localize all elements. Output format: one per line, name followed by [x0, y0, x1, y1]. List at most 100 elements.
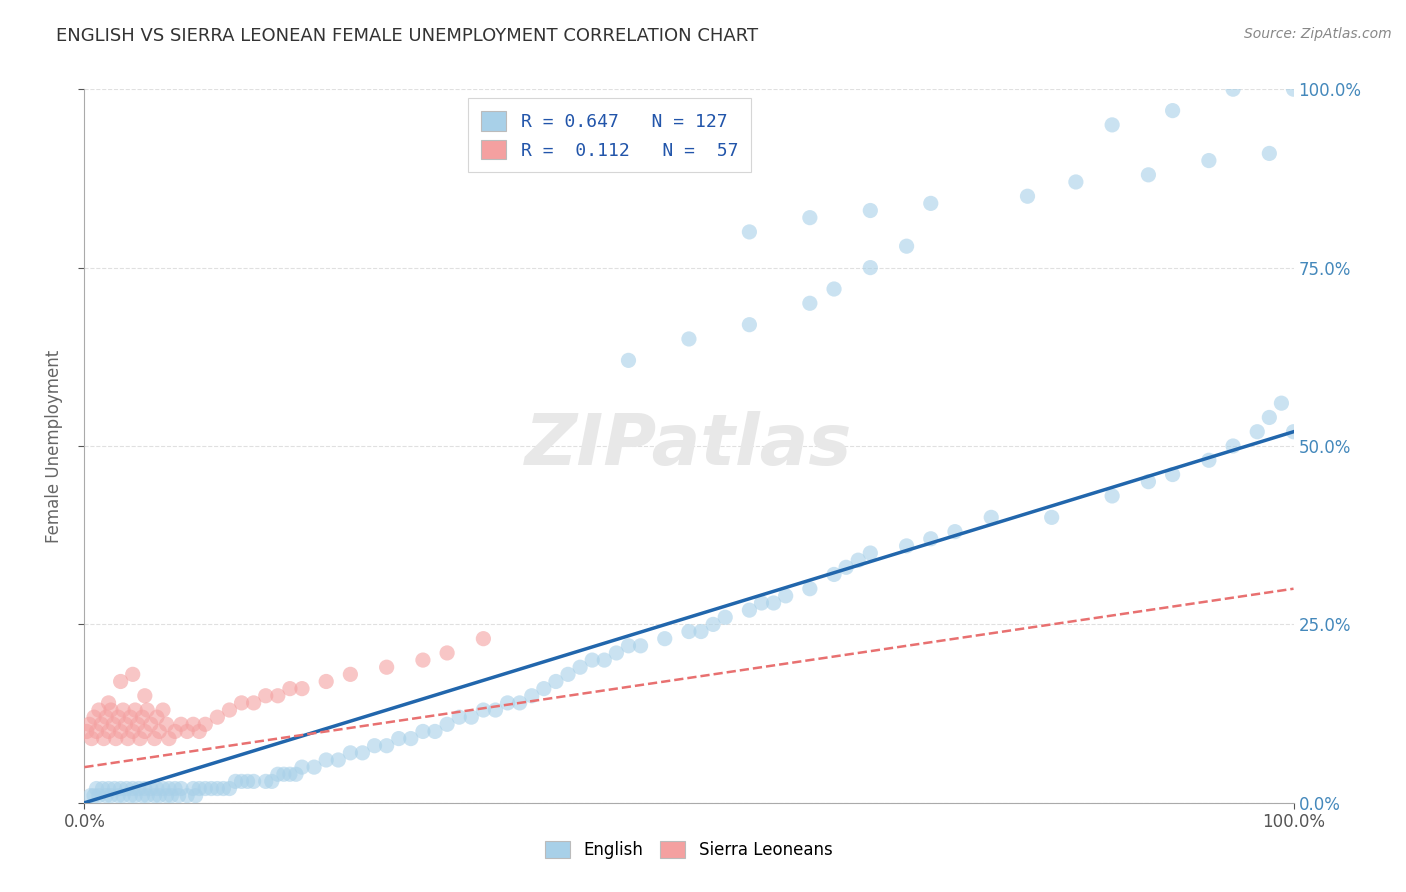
Point — [339, 667, 361, 681]
Point — [799, 582, 821, 596]
Point — [1101, 118, 1123, 132]
Point — [896, 239, 918, 253]
Point — [100, 789, 122, 803]
Point — [678, 332, 700, 346]
Point — [139, 781, 162, 796]
Point — [188, 781, 211, 796]
Point — [799, 296, 821, 310]
Point — [920, 196, 942, 211]
Point — [83, 789, 105, 803]
Legend: English, Sierra Leoneans: English, Sierra Leoneans — [538, 834, 839, 866]
Point — [231, 696, 253, 710]
Point — [170, 781, 193, 796]
Point — [943, 524, 966, 539]
Point — [152, 781, 174, 796]
Point — [231, 774, 253, 789]
Point — [87, 703, 110, 717]
Point — [1040, 510, 1063, 524]
Point — [254, 689, 277, 703]
Point — [94, 789, 117, 803]
Point — [121, 667, 143, 681]
Point — [134, 724, 156, 739]
Point — [134, 781, 156, 796]
Point — [363, 739, 385, 753]
Point — [212, 781, 235, 796]
Point — [799, 211, 821, 225]
Point — [302, 760, 325, 774]
Point — [291, 681, 314, 696]
Point — [352, 746, 374, 760]
Point — [242, 696, 264, 710]
Point — [762, 596, 785, 610]
Point — [104, 731, 127, 746]
Point — [775, 589, 797, 603]
Point — [472, 703, 495, 717]
Point — [225, 774, 247, 789]
Point — [86, 781, 108, 796]
Point — [388, 731, 411, 746]
Point — [155, 717, 177, 731]
Text: ZIPatlas: ZIPatlas — [526, 411, 852, 481]
Point — [97, 781, 120, 796]
Point — [412, 724, 434, 739]
Point — [94, 710, 117, 724]
Point — [315, 674, 337, 689]
Point — [181, 717, 204, 731]
Point — [617, 639, 640, 653]
Point — [107, 710, 129, 724]
Point — [77, 717, 100, 731]
Point — [1064, 175, 1087, 189]
Point — [139, 717, 162, 731]
Point — [80, 731, 103, 746]
Point — [120, 789, 142, 803]
Point — [97, 696, 120, 710]
Point — [1222, 82, 1244, 96]
Point — [980, 510, 1002, 524]
Point — [143, 731, 166, 746]
Point — [460, 710, 482, 724]
Point — [557, 667, 579, 681]
Point — [1137, 168, 1160, 182]
Point — [146, 710, 169, 724]
Point — [1101, 489, 1123, 503]
Point — [143, 789, 166, 803]
Point — [846, 553, 869, 567]
Point — [200, 781, 222, 796]
Point — [1246, 425, 1268, 439]
Point — [165, 781, 187, 796]
Point — [823, 282, 845, 296]
Point — [1161, 467, 1184, 482]
Point — [131, 710, 153, 724]
Point — [702, 617, 724, 632]
Point — [436, 646, 458, 660]
Point — [520, 689, 543, 703]
Point — [278, 681, 301, 696]
Point — [112, 789, 135, 803]
Point — [859, 260, 882, 275]
Point — [896, 539, 918, 553]
Point — [181, 781, 204, 796]
Text: Source: ZipAtlas.com: Source: ZipAtlas.com — [1244, 27, 1392, 41]
Point — [630, 639, 652, 653]
Point — [184, 789, 207, 803]
Point — [127, 717, 149, 731]
Point — [90, 717, 112, 731]
Point — [117, 731, 139, 746]
Point — [569, 660, 592, 674]
Point — [544, 674, 567, 689]
Point — [823, 567, 845, 582]
Point — [79, 789, 101, 803]
Point — [375, 739, 398, 753]
Point — [97, 724, 120, 739]
Point — [124, 703, 146, 717]
Point — [267, 689, 290, 703]
Point — [131, 789, 153, 803]
Point — [129, 731, 152, 746]
Point — [115, 781, 138, 796]
Point — [152, 703, 174, 717]
Point — [1137, 475, 1160, 489]
Point — [328, 753, 350, 767]
Point — [284, 767, 308, 781]
Point — [738, 603, 761, 617]
Point — [278, 767, 301, 781]
